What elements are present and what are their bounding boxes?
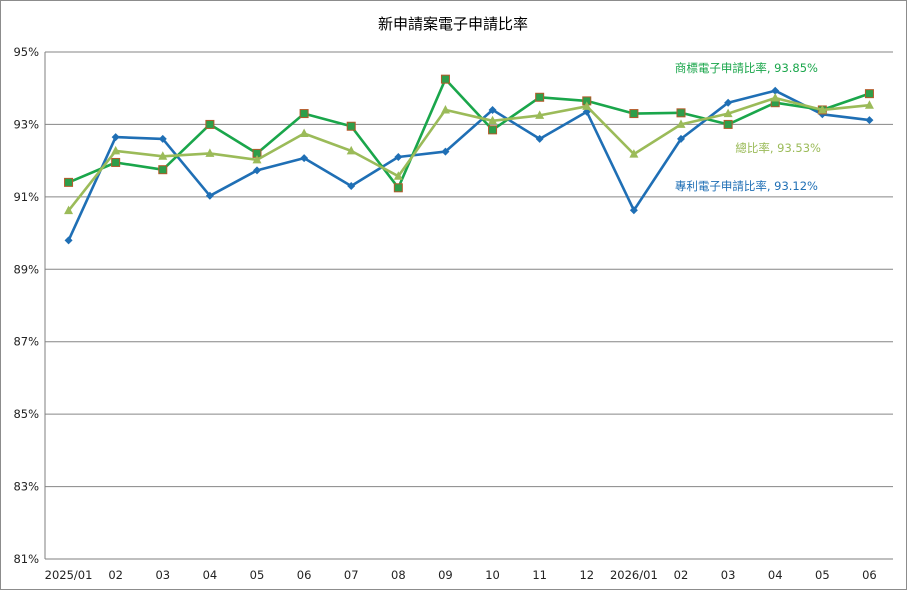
x-tick-label: 04	[203, 568, 218, 582]
data-point	[630, 110, 638, 118]
x-tick-label: 02	[108, 568, 123, 582]
data-point	[300, 110, 308, 118]
x-tick-label: 07	[344, 568, 359, 582]
data-point	[441, 105, 450, 114]
x-tick-label: 04	[768, 568, 783, 582]
y-tick-label: 95%	[13, 45, 39, 59]
data-point	[536, 93, 544, 101]
data-point	[206, 120, 214, 128]
data-point	[65, 236, 73, 244]
data-point	[394, 184, 402, 192]
x-tick-label: 09	[438, 568, 453, 582]
chart-title: 新申請案電子申請比率	[378, 15, 528, 33]
data-point	[441, 75, 449, 83]
x-tick-label: 2025/01	[45, 568, 93, 582]
x-tick-label: 06	[862, 568, 877, 582]
data-point	[300, 128, 309, 137]
x-tick-label: 03	[721, 568, 736, 582]
x-tick-label: 11	[532, 568, 547, 582]
y-tick-label: 83%	[13, 480, 39, 494]
data-point	[724, 120, 732, 128]
x-tick-label: 12	[579, 568, 594, 582]
x-tick-label: 06	[297, 568, 312, 582]
data-point	[159, 166, 167, 174]
y-tick-label: 93%	[13, 117, 39, 131]
data-point	[347, 122, 355, 130]
data-point	[865, 90, 873, 98]
y-tick-label: 89%	[13, 262, 39, 276]
y-tick-label: 81%	[13, 552, 39, 566]
x-tick-label: 05	[250, 568, 265, 582]
data-point	[677, 109, 685, 117]
x-tick-label: 03	[155, 568, 170, 582]
x-axis-tick-labels: 2025/01 02 03 04 05 06 07 08 09 10 11 12 2026/01 02 03…	[45, 568, 877, 582]
y-axis-tick-labels: 81% 83% 85% 87% 89% 91% 93% 95%	[13, 45, 39, 566]
series-annotation: 專利電子申請比率, 93.12%	[675, 179, 818, 193]
series-2	[65, 75, 874, 192]
data-point	[489, 126, 497, 134]
x-tick-label: 08	[391, 568, 406, 582]
series-line	[69, 91, 870, 241]
grid-lines	[45, 52, 893, 559]
data-point	[112, 158, 120, 166]
x-tick-label: 2026/01	[610, 568, 658, 582]
x-tick-label: 05	[815, 568, 830, 582]
series-1	[65, 87, 874, 245]
data-point	[771, 93, 780, 102]
x-tick-label: 10	[485, 568, 500, 582]
data-point	[65, 178, 73, 186]
data-point	[112, 133, 120, 141]
series-group	[64, 75, 874, 244]
y-tick-label: 85%	[13, 407, 39, 421]
y-tick-label: 87%	[13, 335, 39, 349]
series-annotation: 商標電子申請比率, 93.85%	[675, 61, 818, 75]
series-annotation: 總比率, 93.53%	[735, 141, 821, 155]
y-tick-label: 91%	[13, 190, 39, 204]
data-point	[865, 116, 873, 124]
x-tick-label: 02	[674, 568, 689, 582]
